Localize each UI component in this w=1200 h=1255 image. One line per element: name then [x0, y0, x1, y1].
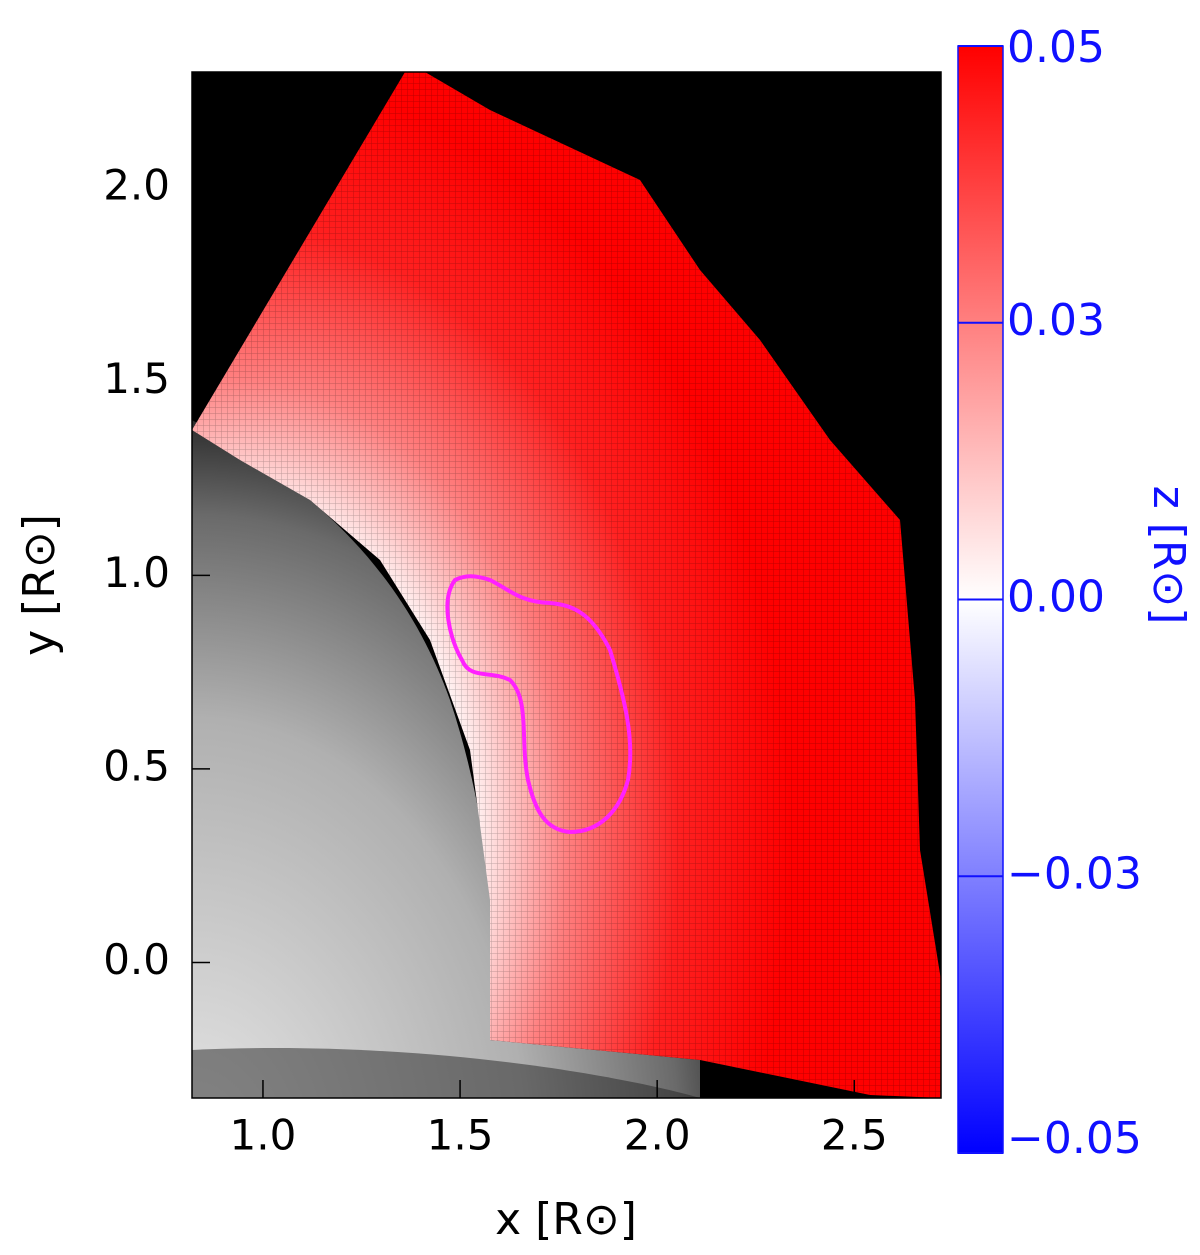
- y-tick-label: 2.0: [103, 161, 170, 210]
- colorbar-tick-label: 0.05: [1007, 22, 1105, 73]
- x-tick-label: 1.5: [427, 1111, 494, 1160]
- y-tick-label: 0.5: [103, 741, 170, 790]
- colorbar-label: z [R⊙]: [1143, 486, 1194, 625]
- x-tick-label: 2.0: [624, 1111, 691, 1160]
- colorbar-tick-label: −0.05: [1007, 1113, 1142, 1164]
- plot-frame: [191, 71, 942, 1099]
- disk: [192, 420, 700, 1098]
- y-axis-label: y [R⊙]: [14, 514, 65, 656]
- image: [192, 72, 941, 1098]
- colorbar-tick-label: −0.03: [1007, 848, 1142, 899]
- y-tick-label: 1.5: [103, 354, 170, 403]
- y-tick-label: 0.0: [103, 935, 170, 984]
- x-axis-label: x [R⊙]: [495, 1194, 637, 1245]
- colorbar-tick-label: 0.03: [1007, 295, 1105, 346]
- x-tick-label: 2.5: [821, 1111, 888, 1160]
- map-grid: [192, 72, 941, 1098]
- x-tick-label: 1.0: [230, 1111, 297, 1160]
- y-tick-label: 1.0: [103, 548, 170, 597]
- colorbar-tick-label: 0.00: [1007, 572, 1105, 623]
- contour: [445, 574, 633, 835]
